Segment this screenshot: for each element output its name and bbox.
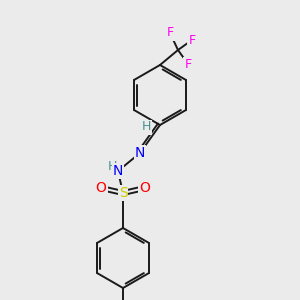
Text: F: F <box>188 34 196 46</box>
Text: F: F <box>184 58 192 70</box>
Text: H: H <box>141 121 151 134</box>
Text: N: N <box>113 164 123 178</box>
Text: H: H <box>107 160 117 173</box>
Text: O: O <box>96 181 106 195</box>
Text: F: F <box>167 26 174 40</box>
Text: O: O <box>140 181 150 195</box>
Text: S: S <box>118 186 127 200</box>
Text: N: N <box>135 146 145 160</box>
